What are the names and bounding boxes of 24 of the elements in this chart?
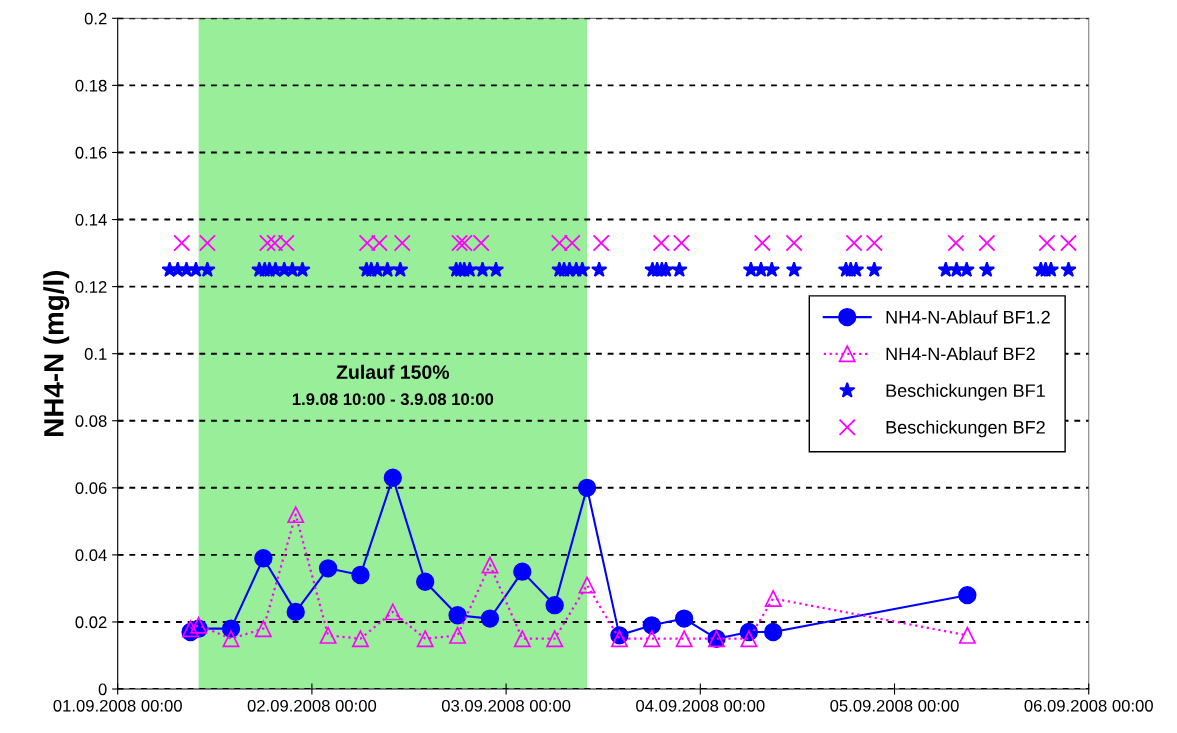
x-tick-label: 04.09.2008 00:00 [636,699,765,712]
legend-label: Beschickungen BF2 [886,420,1045,438]
y-tick-label: 0 [98,683,107,696]
legend-label: NH4-N-Ablauf BF2 [886,347,1035,361]
y-tick-label: 0.04 [75,549,107,562]
y-tick-label: 0.12 [75,281,107,293]
legend-label: NH4-N-Ablauf BF1.2 [886,310,1050,324]
y-tick-label: 0.1 [84,348,107,360]
x-tick-label: 06.09.2008 00:00 [1024,699,1153,712]
legend-label: Beschickungen BF1 [886,383,1045,401]
y-tick-label: 0.2 [84,12,107,25]
y-tick-label: 0.14 [75,213,107,226]
band-label: Zulauf 150% [336,364,450,380]
x-tick-label: 05.09.2008 00:00 [830,699,959,712]
y-tick-label: 0.08 [75,415,107,427]
x-tick-label: 02.09.2008 00:00 [247,699,377,712]
y-tick-label: 0.16 [75,146,107,159]
y-tick-label: 0.02 [75,616,107,629]
y-axis-title: NH4-N (mg/l) [43,270,70,436]
x-tick-label: 01.09.2008 00:00 [53,699,182,712]
y-tick-label: 0.06 [75,482,107,495]
y-tick-label: 0.18 [75,79,107,92]
annotation: 1.9.08 10:00 - 3.9.08 10:00 [292,393,494,406]
x-tick-label: 03.09.2008 00:00 [441,699,571,712]
